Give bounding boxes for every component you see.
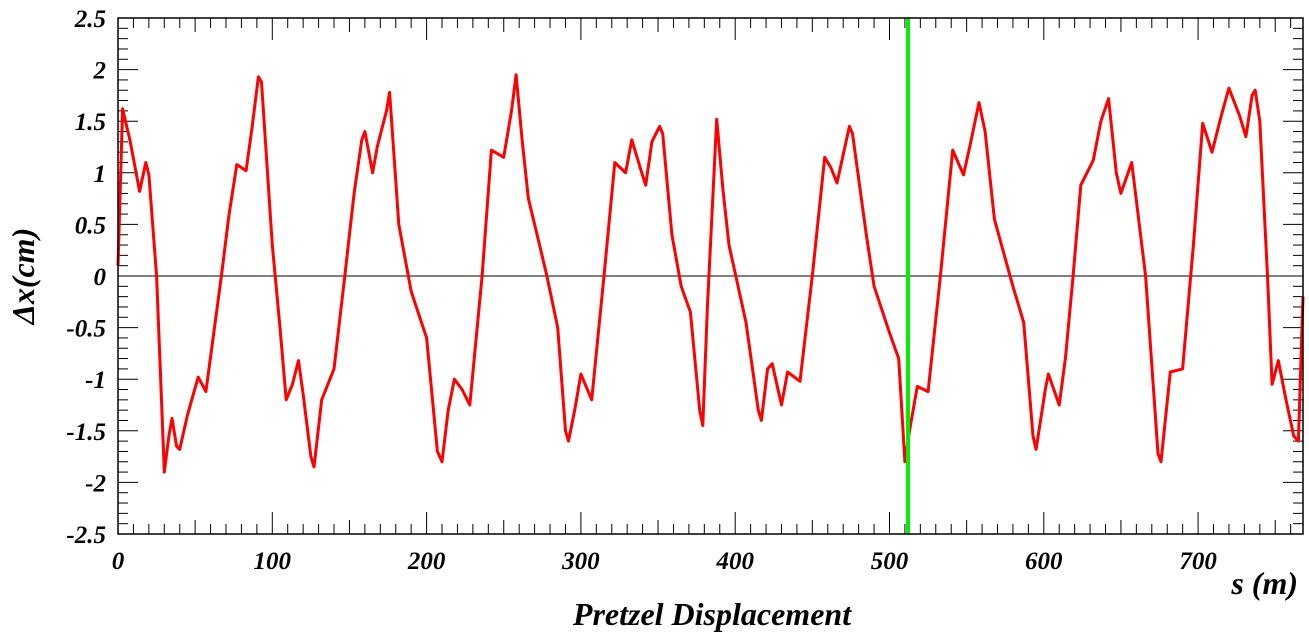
x-tick-label: 400 bbox=[715, 548, 754, 575]
x-tick-label: 600 bbox=[1025, 548, 1063, 575]
chart-caption: Pretzel Displacement bbox=[572, 596, 852, 632]
y-tick-label: -1.5 bbox=[66, 419, 106, 446]
x-tick-label: 100 bbox=[254, 548, 292, 575]
tick-labels: -2.5 -2 -1.5 -1 -0.5 0 0.5 1 1.5 2 2.5 0 100 200 300 40… bbox=[66, 6, 1217, 575]
y-tick-label: 0.5 bbox=[75, 212, 106, 239]
y-tick-label: 0 bbox=[94, 264, 107, 291]
y-tick-label: 1 bbox=[94, 161, 107, 188]
x-tick-label: 0 bbox=[112, 548, 125, 575]
series-line bbox=[116, 73, 1305, 474]
x-tick-label: 300 bbox=[561, 548, 600, 575]
x-tick-label: 200 bbox=[407, 548, 446, 575]
y-tick-label: -2.5 bbox=[66, 522, 106, 549]
x-axis-title: s (m) bbox=[1230, 565, 1298, 601]
y-axis-title: Δx(cm) bbox=[5, 228, 41, 326]
y-tick-label: 1.5 bbox=[75, 109, 106, 136]
x-tick-label: 500 bbox=[871, 548, 909, 575]
plot-frame bbox=[117, 17, 1304, 535]
y-tick-label: 2 bbox=[93, 58, 107, 85]
y-tick-label: -2 bbox=[85, 470, 106, 497]
y-tick-label: -1 bbox=[85, 367, 106, 394]
x-tick-label: 700 bbox=[1179, 548, 1217, 575]
y-tick-label: 2.5 bbox=[74, 6, 106, 33]
y-tick-label: -0.5 bbox=[66, 316, 106, 343]
